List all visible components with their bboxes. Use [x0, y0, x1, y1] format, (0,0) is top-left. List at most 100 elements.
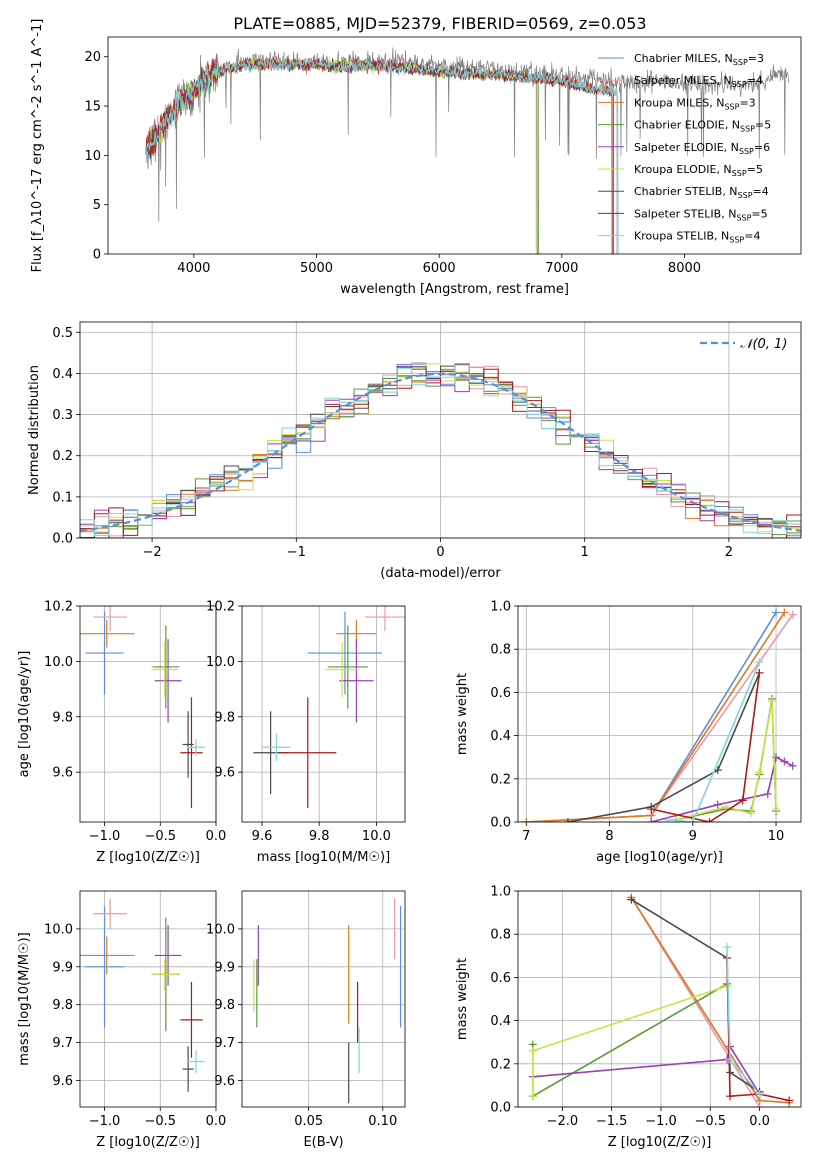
- weight-marker-kroupa-stelib: [723, 943, 732, 952]
- x-tick-label: 2: [725, 545, 733, 560]
- legend-label-salpeter-stelib: Salpeter STELIB, NSSP=5: [634, 207, 768, 222]
- weight-marker-chabrier-stelib: [563, 818, 572, 822]
- y-tick-label: 15: [84, 100, 101, 115]
- x-tick-label: −1: [287, 545, 306, 560]
- weight-marker-kroupa-elodie: [767, 697, 776, 706]
- axes-frame: [79, 890, 217, 1108]
- plot-area-residuals: [80, 362, 801, 538]
- x-axis-label: Z [log10(Z/Z☉)]: [96, 850, 200, 865]
- legend-normal-label: 𝒩(0, 1): [740, 337, 787, 352]
- axes-frame: [517, 605, 802, 823]
- x-tick-label: −0.5: [144, 1114, 176, 1129]
- x-tick-label: −0.5: [694, 1114, 726, 1129]
- plot-area-mass_vs_ebv: [253, 898, 402, 1104]
- y-tick-label: 9.9: [214, 960, 235, 975]
- weight-line-salpeter-stelib: [651, 672, 761, 822]
- y-tick-label: 9.9: [52, 960, 73, 975]
- weight-marker-salpeter-elodie: [788, 761, 797, 770]
- panel-residuals: −2 −1 0 1 2 0.0 0.1 0.2 0.3 0.4 0.5 (data-model)/er…: [27, 321, 802, 581]
- model-spectrum-chabrier-miles: [145, 57, 618, 254]
- weight-line-chabrier-elodie: [532, 983, 728, 1098]
- y-tick-label: 0.6: [490, 686, 511, 701]
- panel-age_vs_Z: −1.0 −0.5 0.0 9.6 9.8 10.0 10.2 Z [log10(Z/Z☉)]…: [17, 600, 226, 866]
- y-tick-label: 10.0: [44, 655, 73, 670]
- x-tick-label: −1.0: [89, 1114, 121, 1129]
- legend-label-kroupa-elodie: Kroupa ELODIE, NSSP=5: [634, 163, 763, 178]
- weight-marker-chabrier-miles: [772, 608, 781, 617]
- y-axis-label: mass weight: [455, 958, 470, 1040]
- legend-label-kroupa-stelib: Kroupa STELIB, NSSP=4: [634, 230, 760, 245]
- weight-marker-chabrier-stelib: [627, 895, 636, 904]
- weight-marker-kroupa-stelib: [688, 818, 697, 822]
- weight-line-kroupa-miles: [526, 612, 786, 822]
- plot-area-weight_vs_Z: [528, 893, 794, 1107]
- y-tick-label: 9.6: [214, 766, 235, 781]
- x-axis-label: mass [log10(M/M☉)]: [257, 850, 390, 865]
- x-tick-label: 8000: [668, 261, 701, 276]
- x-tick-label: 8: [605, 829, 613, 844]
- x-tick-label: −2: [143, 545, 162, 560]
- y-tick-label: 10.0: [206, 655, 235, 670]
- y-tick-label: 10.2: [44, 600, 73, 615]
- x-tick-label: 10.0: [362, 829, 391, 844]
- weight-marker-salpeter-stelib: [705, 818, 714, 822]
- plot-area-age_vs_Z: [80, 606, 205, 809]
- weight-marker-kroupa-stelib: [726, 1055, 735, 1064]
- legend-label-chabrier-stelib: Chabrier STELIB, NSSP=4: [634, 185, 769, 200]
- normal-curve: [80, 372, 801, 532]
- plot-area-weight_vs_age: [522, 608, 797, 822]
- x-tick-label: 10: [768, 829, 785, 844]
- legend-label-salpeter-elodie: Salpeter ELODIE, NSSP=6: [634, 141, 770, 156]
- model-spectrum-salpeter-elodie: [145, 53, 538, 254]
- axes-frame: [79, 605, 217, 823]
- weight-marker-salpeter-stelib: [755, 668, 764, 677]
- panel-mass_vs_Z: −1.0 −0.5 0.0 9.6 9.7 9.8 9.9 10.0 Z [log10(Z/Z☉…: [17, 890, 226, 1150]
- y-tick-label: 20: [84, 50, 101, 65]
- x-tick-label: 9.6: [252, 829, 273, 844]
- y-tick-label: 0.2: [52, 449, 73, 464]
- panel-mass_vs_ebv: 0.05 0.10 9.6 9.7 9.8 9.9 10.0 E(B-V): [206, 890, 406, 1150]
- weight-line-kroupa-stelib: [667, 661, 761, 822]
- axes-frame: [517, 890, 802, 1108]
- x-tick-label: 6000: [423, 261, 456, 276]
- legend-label-kroupa-miles: Kroupa MILES, NSSP=3: [634, 96, 756, 111]
- y-tick-label: 9.6: [52, 766, 73, 781]
- y-tick-label: 9.8: [52, 710, 73, 725]
- y-tick-label: 9.7: [214, 1036, 235, 1051]
- y-tick-label: 9.8: [214, 710, 235, 725]
- x-axis-label: E(B-V): [303, 1135, 343, 1150]
- y-tick-label: 9.8: [52, 998, 73, 1013]
- x-tick-label: 0.05: [294, 1114, 323, 1129]
- weight-marker-kroupa-stelib: [755, 1090, 764, 1099]
- x-tick-label: 0: [436, 545, 444, 560]
- y-tick-label: 0.2: [490, 772, 511, 787]
- y-tick-label: 1.0: [490, 600, 511, 615]
- y-tick-label: 0.3: [52, 408, 73, 423]
- x-tick-label: −1.0: [645, 1114, 677, 1129]
- y-tick-label: 1.0: [490, 885, 511, 900]
- weight-line-salpeter-stelib: [726, 957, 790, 1102]
- weight-marker-salpeter-stelib: [647, 805, 656, 814]
- weight-line-chabrier-miles: [526, 612, 777, 822]
- x-axis-label: wavelength [Angstrom, rest frame]: [340, 282, 569, 297]
- weight-marker-salpeter-stelib: [738, 796, 747, 805]
- weight-marker-kroupa-stelib: [663, 815, 672, 822]
- weight-marker-kroupa-miles: [780, 608, 789, 617]
- legend-label-salpeter-miles: Salpeter MILES, NSSP=4: [634, 74, 763, 89]
- y-tick-label: 0.0: [490, 1101, 511, 1116]
- y-tick-label: 0: [93, 248, 101, 263]
- y-tick-label: 0.0: [52, 532, 73, 547]
- weight-marker-salpeter-elodie: [780, 757, 789, 766]
- x-axis-label: age [log10(age/yr)]: [596, 850, 723, 865]
- panel-weight_vs_age: 7 8 9 10 0.0 0.2 0.4 0.6 0.8 1.0 age [log10(age/yr…: [455, 600, 802, 865]
- weight-marker-salpeter-elodie: [713, 800, 722, 809]
- y-tick-label: 0.4: [52, 367, 73, 382]
- x-tick-label: 9.8: [309, 829, 330, 844]
- residual-histogram-kroupa-stelib: [80, 364, 801, 538]
- axes-frame: [241, 605, 406, 823]
- x-tick-label: 5000: [300, 261, 333, 276]
- y-tick-label: 5: [93, 198, 101, 213]
- x-axis-label: Z [log10(Z/Z☉)]: [608, 1135, 712, 1150]
- weight-marker-kroupa-stelib: [755, 658, 764, 667]
- plot-area-age_vs_mass: [253, 606, 405, 809]
